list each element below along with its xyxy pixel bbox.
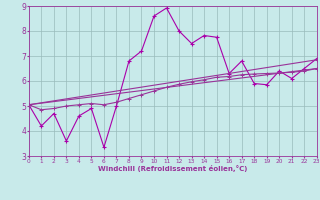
- X-axis label: Windchill (Refroidissement éolien,°C): Windchill (Refroidissement éolien,°C): [98, 165, 247, 172]
